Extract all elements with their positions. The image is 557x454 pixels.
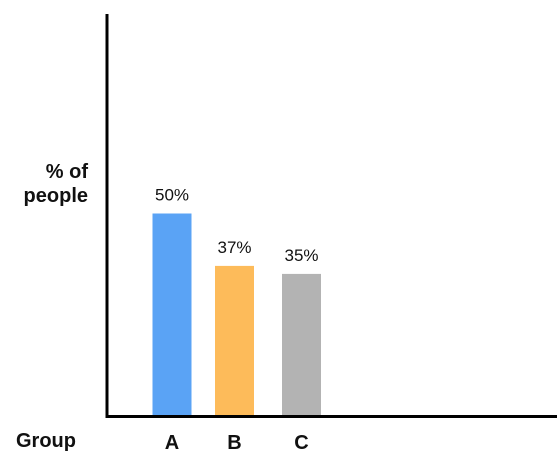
y-axis-label-line-2: people <box>23 185 88 207</box>
data-label-a: 50% <box>155 186 189 205</box>
data-label-b: 37% <box>217 238 251 257</box>
x-tick-label-c: C <box>294 432 308 454</box>
bar-a <box>152 213 192 415</box>
bar-c <box>282 273 321 415</box>
data-label-c: 35% <box>284 246 318 265</box>
x-axis-label: Group <box>16 430 76 452</box>
bar-b <box>215 265 254 415</box>
y-axis-label-line-1: % of <box>45 161 88 183</box>
bars-group: 50% A 37% B 35% C <box>152 186 321 454</box>
x-tick-label-a: A <box>165 432 179 454</box>
y-axis-label: % of people <box>0 160 88 208</box>
x-tick-label-b: B <box>227 432 241 454</box>
